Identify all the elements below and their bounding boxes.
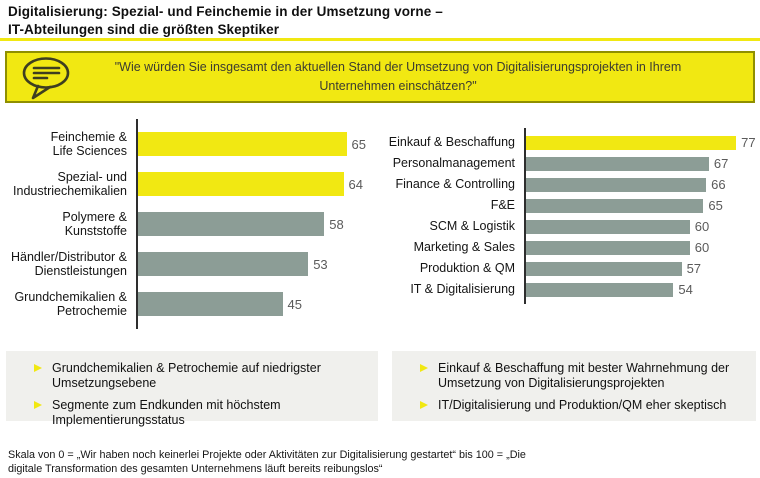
bar-row: 64 (138, 164, 366, 204)
bar-row: 77 (526, 132, 758, 153)
bar (526, 219, 690, 234)
bullet-item: Grundchemikalien & Petrochemie auf niedr… (34, 361, 364, 391)
category-labels: Einkauf & Beschaffung Personalmanagement F… (388, 128, 524, 304)
category-label: SCM & Logistik (429, 219, 515, 234)
plot-area: 65 64 58 53 45 (136, 119, 366, 329)
insight-box-right: Einkauf & Beschaffung mit bester Wahrneh… (392, 351, 756, 421)
bullet-item: Segmente zum Endkunden mit höchstem Impl… (34, 398, 364, 428)
title-divider (0, 38, 760, 41)
category-label: Einkauf & Beschaffung (388, 135, 515, 150)
value-label: 65 (708, 198, 723, 213)
bullet-arrow-icon (34, 364, 42, 372)
bar (526, 156, 709, 171)
bullet-item: IT/Digitalisierung und Produktion/QM ehe… (420, 398, 742, 413)
bar-row: 45 (138, 284, 366, 324)
bullet-text: IT/Digitalisierung und Produktion/QM ehe… (438, 398, 727, 412)
value-label: 57 (686, 261, 702, 276)
value-label: 58 (329, 216, 344, 232)
bar-row: 65 (138, 124, 366, 164)
bar (526, 240, 690, 255)
bullet-arrow-icon (420, 364, 428, 372)
bar (526, 282, 674, 297)
page-title: Digitalisierung: Spezial- und Feinchemie… (8, 4, 443, 37)
bar-row: 66 (526, 174, 758, 195)
category-label: Händler/Distributor & Dienstleistungen (10, 249, 127, 278)
bar-row: 57 (526, 258, 758, 279)
category-label: Feinchemie & Life Sciences (50, 129, 127, 158)
category-label: Grundchemikalien & Petrochemie (14, 289, 127, 318)
bar (526, 177, 707, 192)
scale-footnote: Skala von 0 = „Wir haben noch keinerlei … (8, 449, 526, 476)
bullet-arrow-icon (34, 401, 42, 409)
bullet-item: Einkauf & Beschaffung mit bester Wahrneh… (420, 361, 742, 391)
category-label: Spezial- und Industriechemikalien (13, 169, 127, 198)
bar (138, 252, 309, 276)
bar (138, 132, 347, 156)
category-label: Personalmanagement (392, 156, 515, 171)
bullet-arrow-icon (420, 401, 428, 409)
category-label: Marketing & Sales (413, 240, 515, 255)
chart-segments: Feinchemie & Life Sciences Spezial- und I… (8, 119, 366, 329)
value-label: 67 (713, 156, 729, 171)
value-label: 53 (313, 256, 328, 272)
value-label: 54 (678, 282, 693, 297)
chart-functions: Einkauf & Beschaffung Personalmanagement F… (388, 128, 758, 304)
bar-row: 58 (138, 204, 366, 244)
bar-row: 60 (526, 216, 758, 237)
plot-area: 77 67 66 65 60 60 57 54 (524, 128, 758, 304)
bullet-text: Grundchemikalien & Petrochemie auf niedr… (52, 361, 321, 390)
bar-row: 65 (526, 195, 758, 216)
bar (138, 172, 344, 196)
question-banner: "Wie würden Sie insgesamt den aktuellen … (5, 51, 755, 103)
bar-row: 54 (526, 279, 758, 300)
bar-row: 67 (526, 153, 758, 174)
bar-row: 60 (526, 237, 758, 258)
category-label: Finance & Controlling (395, 177, 515, 192)
category-label: Polymere & Kunststoffe (62, 209, 127, 238)
category-label: Produktion & QM (419, 261, 515, 276)
category-label: F&E (490, 198, 515, 213)
category-labels: Feinchemie & Life Sciences Spezial- und I… (8, 119, 136, 329)
value-label: 60 (694, 240, 710, 255)
bar-row: 53 (138, 244, 366, 284)
value-label: 64 (348, 176, 363, 192)
question-text: "Wie würden Sie insgesamt den aktuellen … (114, 59, 682, 93)
bar (526, 261, 682, 276)
bar (138, 292, 283, 316)
bullet-text: Einkauf & Beschaffung mit bester Wahrneh… (438, 361, 730, 390)
category-label: IT & Digitalisierung (410, 282, 515, 297)
value-label: 66 (711, 177, 726, 192)
value-label: 45 (287, 296, 302, 312)
value-label: 77 (741, 135, 756, 150)
value-label: 65 (351, 136, 366, 152)
bar (138, 212, 325, 236)
speech-bubble-icon (22, 57, 70, 100)
bullet-text: Segmente zum Endkunden mit höchstem Impl… (52, 398, 281, 427)
value-label: 60 (694, 219, 710, 234)
bar (526, 198, 704, 213)
bar (526, 135, 737, 150)
insight-box-left: Grundchemikalien & Petrochemie auf niedr… (6, 351, 378, 427)
